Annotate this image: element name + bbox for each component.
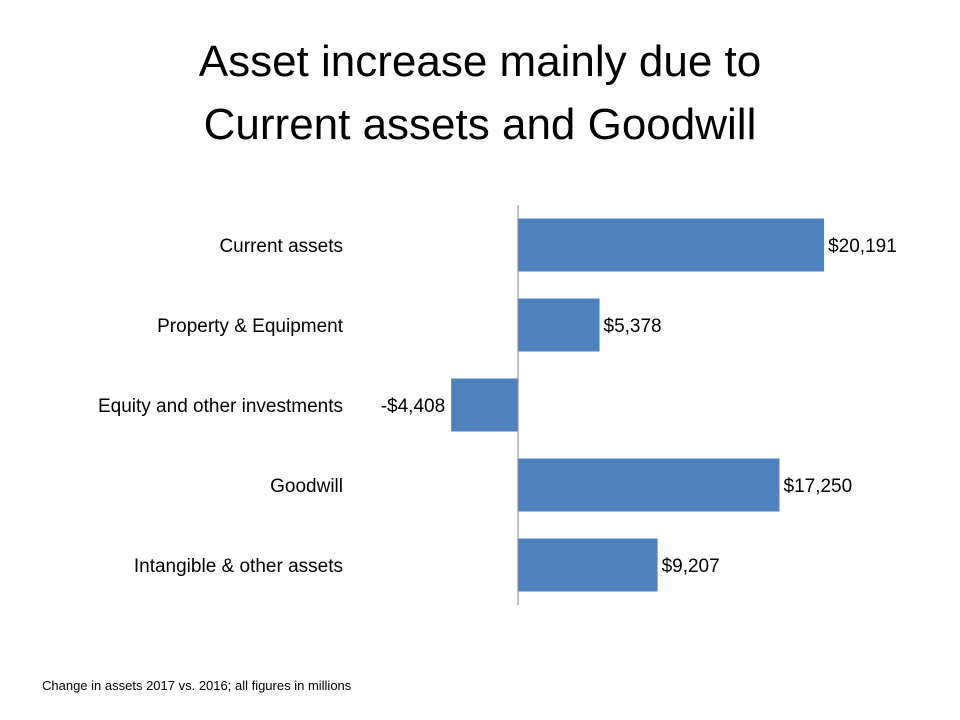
data-label: $20,191 [828,236,897,257]
bar [518,298,600,352]
category-label: Current assets [219,236,343,257]
category-label: Equity and other investments [98,396,343,417]
footnote: Change in assets 2017 vs. 2016; all figu… [42,678,352,693]
data-label: -$4,408 [381,396,445,417]
category-label: Goodwill [270,476,343,497]
category-label: Intangible & other assets [134,556,343,577]
chart-title-line-1: Asset increase mainly due to [198,37,762,86]
data-label: $5,378 [604,316,662,337]
bar [451,378,518,432]
chart-title: Asset increase mainly due to Current ass… [0,30,960,156]
bar [518,458,780,512]
bar [518,218,825,272]
bar [518,538,658,592]
data-label: $9,207 [662,556,720,577]
data-label: $17,250 [784,476,853,497]
category-label: Property & Equipment [157,316,344,337]
chart-title-line-2: Current assets and Goodwill [203,100,757,149]
